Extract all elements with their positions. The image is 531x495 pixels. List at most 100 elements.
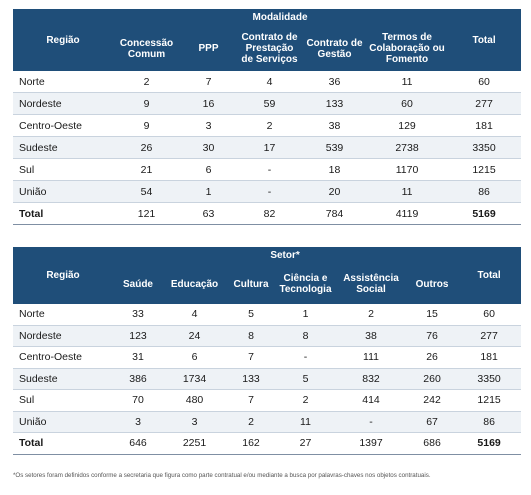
value-cell: 1734: [163, 368, 226, 390]
modalidade-table: Região Modalidade Total Concessão Comum …: [13, 9, 522, 225]
value-cell: 5: [276, 368, 335, 390]
col-header: Educação: [163, 264, 226, 304]
value-cell: 2: [276, 389, 335, 412]
table-row: Norte 33 4 5 1 2 15 60: [13, 304, 522, 326]
col-header: Outros: [407, 264, 458, 304]
total-header: Total: [447, 9, 522, 71]
value-cell: 9: [113, 114, 180, 137]
row-total-cell: 3350: [457, 368, 522, 390]
value-cell: 17: [237, 136, 302, 159]
value-cell: 686: [407, 432, 458, 455]
col-header: Saúde: [113, 264, 163, 304]
value-cell: 242: [407, 389, 458, 412]
value-cell: 15: [407, 304, 458, 326]
value-cell: 3: [113, 411, 163, 433]
value-cell: 1397: [335, 432, 407, 455]
value-cell: 2251: [163, 432, 226, 455]
region-cell: Sul: [13, 158, 113, 181]
row-total-cell: 277: [447, 92, 522, 115]
total-row: Total 646 2251 162 27 1397 686 5169: [13, 432, 522, 455]
value-cell: 8: [276, 325, 335, 347]
value-cell: 4119: [367, 202, 448, 225]
region-cell: Norte: [13, 71, 113, 93]
grand-total-cell: 5169: [447, 202, 522, 225]
value-cell: 21: [113, 158, 180, 181]
row-total-cell: 60: [447, 71, 522, 93]
value-cell: 480: [163, 389, 226, 412]
setor-table: Região Setor* Total Saúde Educação Cultu…: [13, 247, 522, 455]
value-cell: 3: [163, 411, 226, 433]
row-total-cell: 60: [457, 304, 522, 326]
value-cell: 20: [302, 180, 367, 203]
col-header: Contrato de Prestação de Serviços: [237, 26, 302, 71]
value-cell: 38: [302, 114, 367, 137]
table-row: Nordeste 123 24 8 8 38 76 277: [13, 325, 522, 347]
col-header: Termos de Colaboração ou Fomento: [367, 26, 448, 71]
value-cell: 26: [113, 136, 180, 159]
col-header: Cultura: [226, 264, 276, 304]
row-total-cell: 86: [447, 180, 522, 203]
value-cell: 54: [113, 180, 180, 203]
value-cell: 31: [113, 346, 163, 369]
region-cell: Sudeste: [13, 368, 113, 390]
value-cell: 8: [226, 325, 276, 347]
value-cell: 11: [367, 71, 448, 93]
value-cell: 2: [113, 71, 180, 93]
table-row: Sudeste 386 1734 133 5 832 260 3350: [13, 368, 522, 390]
value-cell: 832: [335, 368, 407, 390]
value-cell: 27: [276, 432, 335, 455]
table-row: União 54 1 - 20 11 86: [13, 180, 522, 203]
col-header: PPP: [180, 26, 237, 71]
value-cell: 6: [163, 346, 226, 369]
region-cell: União: [13, 180, 113, 203]
row-total-cell: 86: [457, 411, 522, 433]
table-row: Sul 70 480 7 2 414 242 1215: [13, 389, 522, 412]
value-cell: 123: [113, 325, 163, 347]
value-cell: 36: [302, 71, 367, 93]
value-cell: 133: [302, 92, 367, 115]
value-cell: 7: [226, 389, 276, 412]
value-cell: 4: [163, 304, 226, 326]
value-cell: -: [237, 158, 302, 181]
value-cell: -: [335, 411, 407, 433]
footnote: *Os setores foram definidos conforme a s…: [13, 472, 431, 479]
row-total-cell: 3350: [447, 136, 522, 159]
value-cell: 60: [367, 92, 448, 115]
value-cell: 1: [276, 304, 335, 326]
col-header: Concessão Comum: [113, 26, 180, 71]
value-cell: 414: [335, 389, 407, 412]
total-row: Total 121 63 82 784 4119 5169: [13, 202, 522, 225]
value-cell: 111: [335, 346, 407, 369]
table-row: Sul 21 6 - 18 1170 1215: [13, 158, 522, 181]
value-cell: 82: [237, 202, 302, 225]
region-header: Região: [13, 247, 113, 304]
value-cell: 26: [407, 346, 458, 369]
row-total-cell: 1215: [447, 158, 522, 181]
row-total-cell: 277: [457, 325, 522, 347]
value-cell: 16: [180, 92, 237, 115]
row-total-cell: 1215: [457, 389, 522, 412]
row-total-cell: 181: [447, 114, 522, 137]
value-cell: 11: [367, 180, 448, 203]
grand-total-cell: 5169: [457, 432, 522, 455]
value-cell: 2: [335, 304, 407, 326]
value-cell: 70: [113, 389, 163, 412]
row-total-cell: 181: [457, 346, 522, 369]
region-cell: União: [13, 411, 113, 433]
value-cell: 162: [226, 432, 276, 455]
value-cell: 2738: [367, 136, 448, 159]
col-header: Ciência e Tecnologia: [276, 264, 335, 304]
table-row: Norte 2 7 4 36 11 60: [13, 71, 522, 93]
value-cell: 9: [113, 92, 180, 115]
region-cell: Norte: [13, 304, 113, 326]
value-cell: 129: [367, 114, 448, 137]
value-cell: 7: [226, 346, 276, 369]
value-cell: 59: [237, 92, 302, 115]
value-cell: 33: [113, 304, 163, 326]
table-row: Centro-Oeste 31 6 7 - 111 26 181: [13, 346, 522, 369]
value-cell: 38: [335, 325, 407, 347]
region-cell: Nordeste: [13, 92, 113, 115]
value-cell: 63: [180, 202, 237, 225]
table-row: União 3 3 2 11 - 67 86: [13, 411, 522, 433]
table-row: Sudeste 26 30 17 539 2738 3350: [13, 136, 522, 159]
